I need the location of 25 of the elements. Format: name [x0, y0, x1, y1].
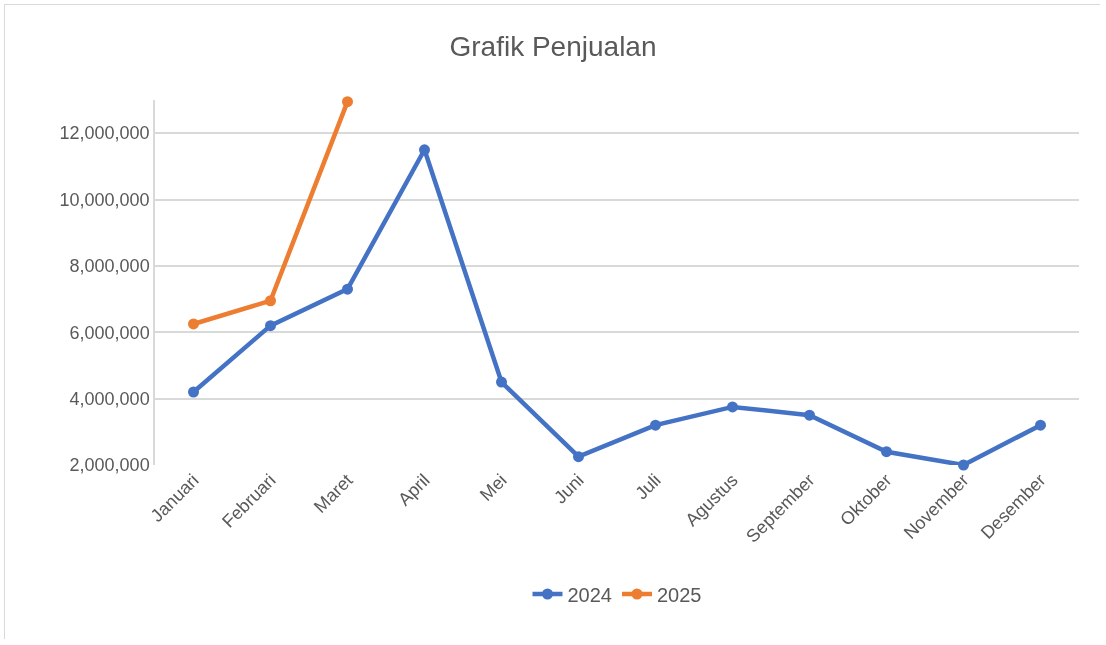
point: [342, 283, 353, 295]
point: [342, 96, 353, 108]
point: [496, 376, 507, 388]
y-tick-label: 4,000,000: [69, 388, 150, 409]
point: [265, 320, 276, 332]
point: [573, 451, 584, 463]
point: [958, 459, 969, 471]
point: [1035, 419, 1046, 431]
point: [881, 446, 892, 458]
point: [188, 318, 199, 330]
point: [650, 419, 661, 431]
x-tick-label: Juli: [631, 470, 665, 504]
chart-title: Grafik Penjualan: [449, 31, 657, 63]
point: [265, 295, 276, 307]
legend-label: 2024: [567, 583, 612, 606]
point: [188, 386, 199, 398]
y-tick-label: 8,000,000: [69, 256, 150, 277]
y-tick-label: 2,000,000: [69, 455, 150, 476]
x-tick-label: Mei: [476, 470, 511, 505]
y-tick-label: 12,000,000: [59, 123, 150, 144]
y-tick-label: 6,000,000: [69, 322, 150, 343]
point: [804, 409, 815, 421]
point: [727, 401, 738, 413]
y-tick-label: 10,000,000: [59, 189, 150, 210]
legend-label: 2025: [657, 583, 702, 606]
